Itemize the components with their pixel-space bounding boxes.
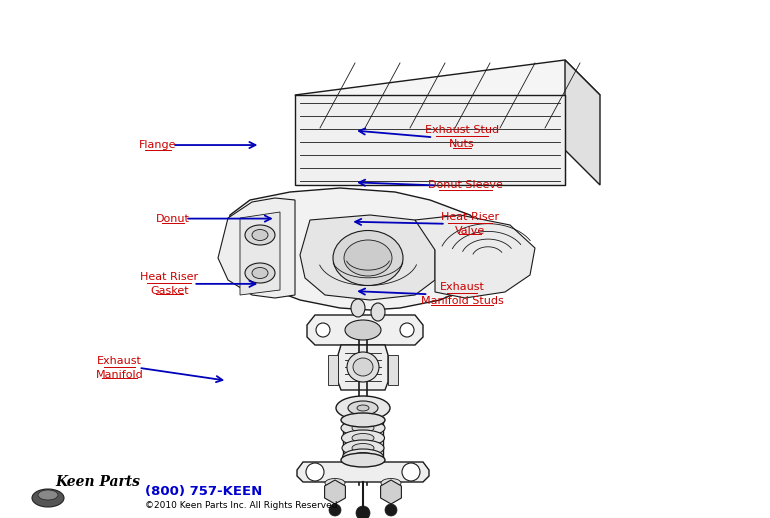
Text: Heat Riser
Gasket: Heat Riser Gasket [140, 272, 199, 296]
Text: Exhaust
Manifold Studs: Exhaust Manifold Studs [420, 282, 504, 306]
Ellipse shape [381, 479, 401, 487]
Polygon shape [388, 355, 398, 385]
Circle shape [400, 323, 414, 337]
Ellipse shape [343, 449, 383, 465]
Ellipse shape [245, 225, 275, 245]
Ellipse shape [341, 453, 385, 467]
Ellipse shape [341, 413, 385, 427]
Polygon shape [295, 60, 600, 130]
Ellipse shape [345, 320, 381, 340]
Ellipse shape [352, 453, 374, 462]
Ellipse shape [371, 303, 385, 321]
Ellipse shape [347, 352, 379, 382]
Polygon shape [415, 215, 535, 298]
Ellipse shape [333, 231, 403, 285]
Ellipse shape [353, 358, 373, 376]
Ellipse shape [252, 267, 268, 279]
Ellipse shape [352, 434, 374, 442]
Polygon shape [225, 188, 490, 310]
Circle shape [329, 504, 341, 516]
Ellipse shape [342, 440, 384, 456]
Ellipse shape [325, 479, 345, 487]
Polygon shape [328, 355, 338, 385]
Polygon shape [565, 60, 600, 185]
Polygon shape [300, 215, 435, 300]
Ellipse shape [352, 424, 374, 433]
Ellipse shape [341, 420, 385, 436]
Polygon shape [240, 212, 280, 295]
Text: Flange: Flange [139, 140, 176, 150]
Circle shape [306, 463, 324, 481]
Ellipse shape [336, 396, 390, 420]
Circle shape [316, 323, 330, 337]
Circle shape [356, 506, 370, 518]
Text: Heat Riser
Valve: Heat Riser Valve [440, 212, 499, 236]
Polygon shape [218, 198, 295, 298]
Ellipse shape [32, 489, 64, 507]
Text: Donut Sleeve: Donut Sleeve [428, 180, 504, 191]
Ellipse shape [252, 229, 268, 240]
Text: ©2010 Keen Parts Inc. All Rights Reserved: ©2010 Keen Parts Inc. All Rights Reserve… [145, 500, 337, 510]
Circle shape [402, 463, 420, 481]
Text: (800) 757-KEEN: (800) 757-KEEN [145, 484, 263, 497]
Text: Exhaust
Manifold: Exhaust Manifold [95, 356, 143, 380]
Text: Keen Parts: Keen Parts [55, 475, 140, 489]
Ellipse shape [344, 240, 392, 276]
Ellipse shape [342, 430, 384, 446]
Ellipse shape [38, 490, 58, 500]
Ellipse shape [352, 443, 374, 453]
Ellipse shape [245, 263, 275, 283]
Ellipse shape [351, 299, 365, 317]
Polygon shape [297, 462, 429, 482]
Text: Exhaust Stud
Nuts: Exhaust Stud Nuts [425, 125, 499, 149]
Ellipse shape [348, 401, 378, 415]
Polygon shape [338, 345, 388, 390]
Polygon shape [307, 315, 423, 345]
Text: Donut: Donut [156, 213, 190, 224]
Polygon shape [295, 95, 565, 185]
Ellipse shape [357, 405, 369, 411]
Circle shape [385, 504, 397, 516]
